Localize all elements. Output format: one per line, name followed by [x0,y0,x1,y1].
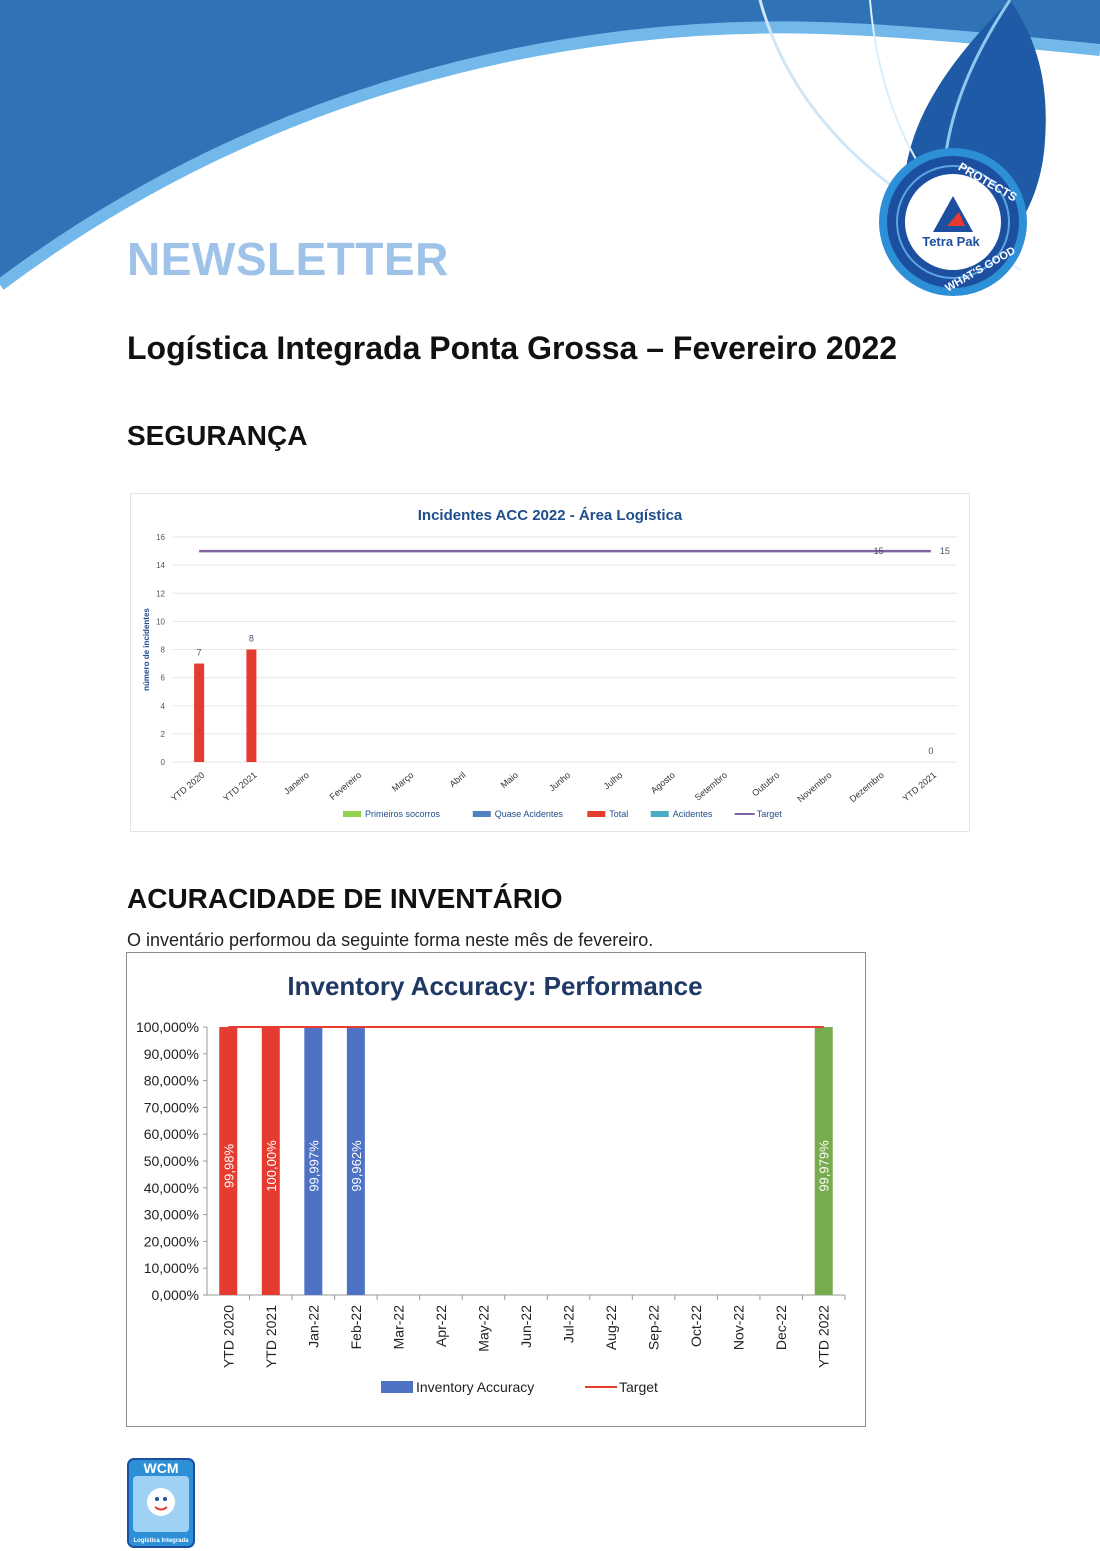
x-tick-label: Fevereiro [328,770,364,802]
y-tick-label: 10 [156,617,165,626]
page-title: Logística Integrada Ponta Grossa – Fever… [127,330,898,366]
bar-value-label: 100,00% [264,1140,279,1192]
bar-inventory-accuracy [261,1027,280,1295]
brand-name: Tetra Pak [922,234,980,249]
bar-total [246,649,257,762]
legend-swatch [343,811,361,817]
y-tick-label: 30,000% [144,1207,199,1223]
x-tick-label: Jun-22 [518,1305,534,1348]
bar-inventory-accuracy [346,1027,365,1295]
inventory-accuracy-chart: Inventory Accuracy: Performance 0,000% 10,… [126,952,866,1427]
bar-inventory-accuracy [219,1027,238,1295]
x-tick-label: Março [390,770,416,794]
x-tick-label: May-22 [475,1305,491,1352]
legend-swatch [381,1381,413,1393]
incidents-chart: Incidentes ACC 2022 - Área Logística 0 2 4 6… [130,493,970,832]
bar-value-label: 99,979% [817,1140,832,1192]
x-tick-label: Dec-22 [773,1305,789,1350]
x-tick-label: Outubro [750,770,781,799]
header-wave-light-stroke [0,21,1100,290]
wcm-logo-text: WCM [144,1460,179,1476]
y-tick-label: 0 [161,758,166,767]
bar-value-label: 99,962% [349,1140,364,1192]
x-tick-label: Junho [547,770,572,793]
legend-label: Quase Acidentes [495,809,564,819]
y-tick-label: 12 [156,589,165,598]
y-tick-label: 14 [156,561,165,570]
inventory-accuracy-chart-svg: Inventory Accuracy: Performance 0,000% 10,… [136,971,846,1395]
data-label: 15 [874,546,884,556]
header-wave-dark [0,0,1100,285]
wcm-logo: WCM Logística Integrada [127,1458,195,1548]
y-tick-label: 40,000% [144,1180,199,1196]
x-tick-label: Novembro [795,770,833,804]
x-tick-label: Oct-22 [688,1305,704,1347]
tetra-pak-badge: Tetra Pak PROTECTS WHAT'S GOOD [879,148,1027,296]
x-tick-label: Sep-22 [646,1305,662,1350]
y-tick-label: 6 [161,674,166,683]
legend-label: Target [619,1379,658,1395]
y-tick-label: 2 [161,730,166,739]
x-tick-label: Feb-22 [348,1305,364,1350]
legend-swatch [472,811,491,817]
legend-swatch [587,811,606,817]
legend-label: Total [609,809,628,819]
y-tick-label: 100,000% [136,1019,199,1035]
x-tick-label: Setembro [693,770,729,803]
bar-value-label: 99,98% [221,1144,236,1189]
data-label: 0 [928,746,933,756]
inventory-intro-text: O inventário performou da seguinte forma… [127,930,654,950]
bar-inventory-accuracy [814,1027,833,1295]
section-heading-safety: SEGURANÇA [127,420,308,451]
x-tick-label: YTD 2020 [169,770,206,804]
legend-label: Target [757,809,783,819]
y-tick-label: 60,000% [144,1126,199,1142]
bar-value-label: 99,997% [306,1140,321,1192]
x-tick-label: Aug-22 [603,1305,619,1350]
header-wave-banner: Tetra Pak PROTECTS WHAT'S GOOD [0,0,1100,296]
data-label: 8 [249,634,254,644]
legend-swatch [650,811,669,817]
y-tick-label: 8 [161,646,166,655]
x-tick-label: YTD 2020 [220,1305,236,1368]
y-tick-label: 0,000% [152,1287,199,1303]
bar-total [194,663,205,762]
legend-label: Inventory Accuracy [416,1379,534,1395]
legend-label: Primeiros socorros [365,809,441,819]
x-tick-label: Maio [499,770,520,790]
x-tick-label: Julho [602,770,625,791]
data-label: 15 [940,546,950,556]
chart-title: Incidentes ACC 2022 - Área Logística [418,507,683,524]
x-tick-label: Abril [448,770,468,789]
wcm-logo-subtext: Logística Integrada [133,1538,189,1544]
y-tick-label: 4 [161,702,166,711]
x-tick-label: YTD 2021 [901,770,938,804]
y-axis-label: número de incidentes [142,608,151,691]
y-tick-label: 90,000% [144,1046,199,1062]
chart-title: Inventory Accuracy: Performance [287,971,702,1001]
legend-label: Acidentes [673,809,713,819]
data-label: 7 [197,648,202,658]
x-tick-label: YTD 2021 [263,1305,279,1368]
x-tick-label: Janeiro [282,770,311,797]
incidents-chart-svg: Incidentes ACC 2022 - Área Logística 0 2 4 6… [142,507,957,819]
x-tick-label: Jul-22 [561,1305,577,1343]
newsletter-title: NEWSLETTER [127,233,449,285]
section-heading-inventory: ACURACIDADE DE INVENTÁRIO [127,883,563,914]
y-tick-label: 80,000% [144,1073,199,1089]
x-tick-label: Mar-22 [390,1305,406,1350]
bar-inventory-accuracy [304,1027,323,1295]
y-tick-label: 16 [156,533,165,542]
x-tick-label: Jan-22 [305,1305,321,1348]
x-tick-label: Apr-22 [433,1305,449,1347]
y-tick-label: 70,000% [144,1099,199,1115]
x-tick-label: Dezembro [848,770,886,804]
y-tick-label: 10,000% [144,1260,199,1276]
y-tick-label: 50,000% [144,1153,199,1169]
y-tick-label: 20,000% [144,1233,199,1249]
x-tick-label: YTD 2021 [221,770,258,804]
x-tick-label: YTD 2022 [816,1305,832,1368]
x-tick-label: Agosto [649,770,677,796]
x-tick-label: Nov-22 [731,1305,747,1350]
